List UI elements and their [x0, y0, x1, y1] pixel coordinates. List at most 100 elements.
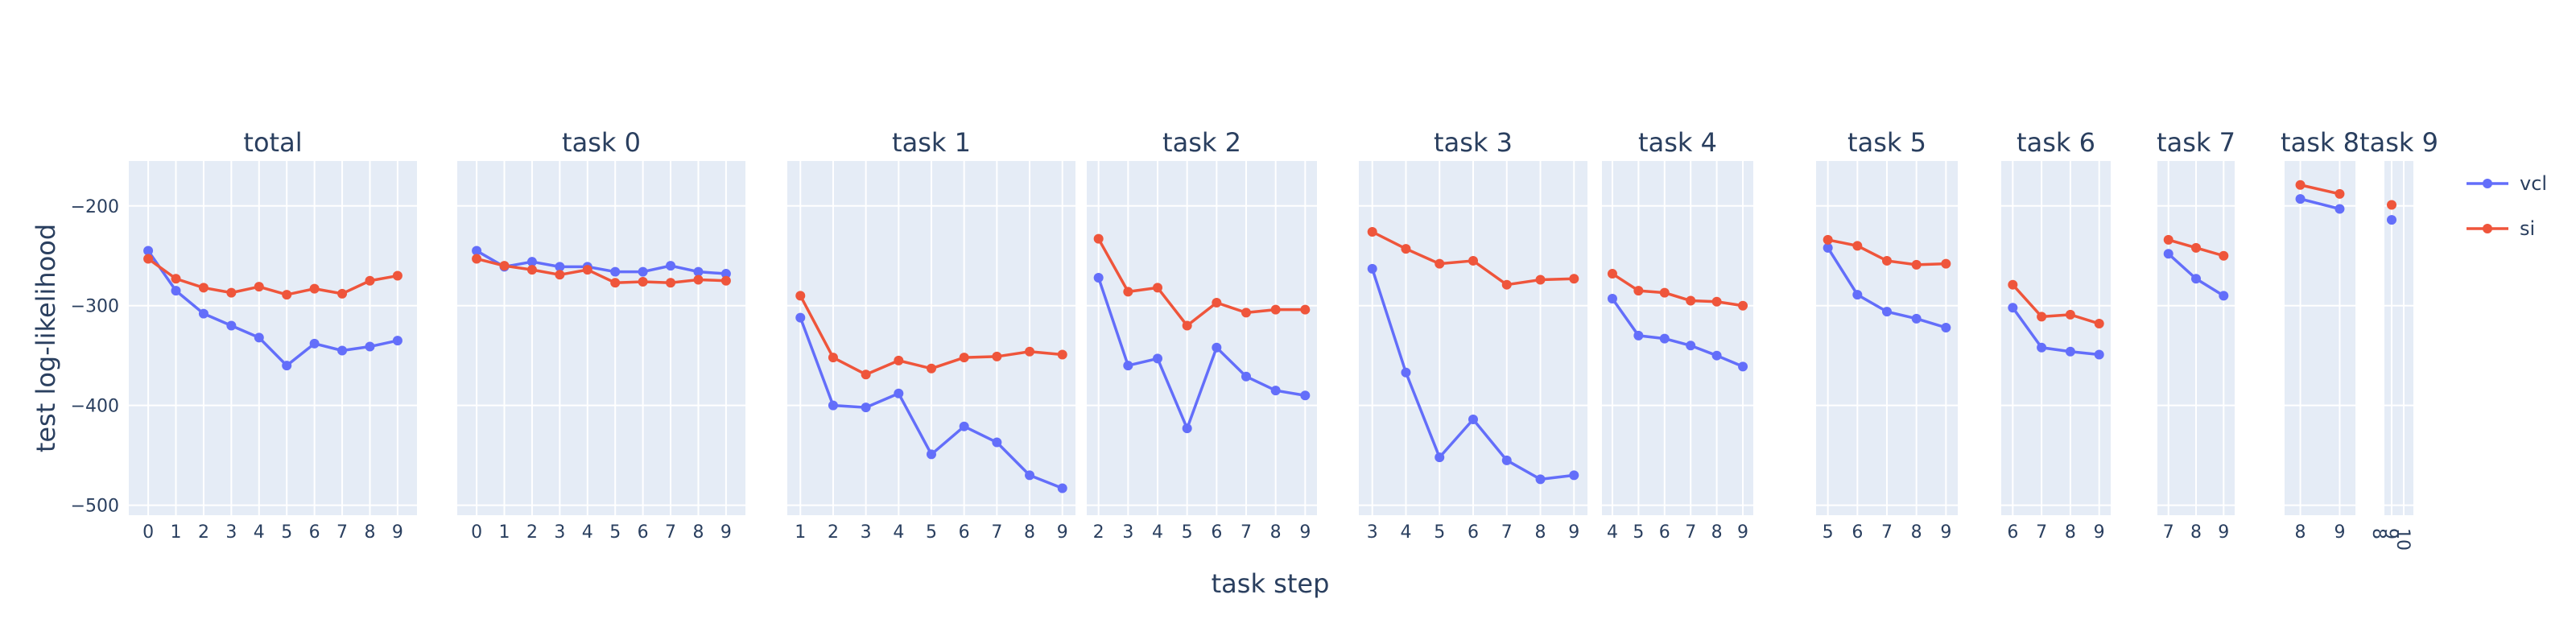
- data-point-si[interactable]: [198, 283, 208, 293]
- data-point-si[interactable]: [1153, 283, 1162, 293]
- data-point-si[interactable]: [2163, 234, 2174, 245]
- data-point-vcl[interactable]: [2334, 204, 2345, 214]
- data-point-vcl[interactable]: [828, 400, 838, 411]
- data-point-si[interactable]: [992, 351, 1002, 361]
- data-point-si[interactable]: [1093, 233, 1104, 244]
- data-point-si[interactable]: [2008, 279, 2018, 290]
- data-point-vcl[interactable]: [2387, 215, 2396, 225]
- data-point-vcl[interactable]: [861, 402, 871, 413]
- data-point-si[interactable]: [2387, 200, 2396, 210]
- data-point-si[interactable]: [1633, 286, 1644, 296]
- data-point-vcl[interactable]: [226, 320, 237, 331]
- data-point-vcl[interactable]: [2094, 349, 2104, 360]
- data-point-si[interactable]: [1501, 279, 1512, 290]
- data-point-vcl[interactable]: [1241, 371, 1251, 382]
- data-point-si[interactable]: [282, 290, 292, 300]
- data-point-vcl[interactable]: [610, 266, 621, 277]
- data-point-si[interactable]: [2295, 180, 2306, 190]
- data-point-si[interactable]: [2065, 309, 2075, 320]
- data-point-vcl[interactable]: [1633, 330, 1644, 341]
- data-point-vcl[interactable]: [1659, 333, 1670, 344]
- data-point-vcl[interactable]: [666, 261, 676, 271]
- data-point-si[interactable]: [2334, 188, 2345, 199]
- data-point-si[interactable]: [828, 353, 838, 363]
- data-point-vcl[interactable]: [1401, 367, 1411, 378]
- data-point-si[interactable]: [959, 353, 969, 363]
- data-point-vcl[interactable]: [365, 341, 375, 352]
- data-point-vcl[interactable]: [795, 312, 806, 323]
- data-point-vcl[interactable]: [1941, 322, 1951, 332]
- data-point-si[interactable]: [1270, 304, 1281, 315]
- data-point-si[interactable]: [309, 283, 320, 294]
- data-point-vcl[interactable]: [894, 388, 904, 398]
- data-point-si[interactable]: [1535, 275, 1546, 285]
- data-point-si[interactable]: [226, 287, 237, 298]
- data-point-vcl[interactable]: [638, 266, 648, 277]
- data-point-vcl[interactable]: [1025, 470, 1035, 481]
- legend-item-si[interactable]: si: [2467, 217, 2535, 240]
- data-point-vcl[interactable]: [337, 345, 348, 356]
- data-point-vcl[interactable]: [1569, 470, 1579, 481]
- data-point-si[interactable]: [638, 276, 648, 287]
- data-point-vcl[interactable]: [282, 361, 292, 371]
- data-point-si[interactable]: [1941, 258, 1951, 269]
- data-point-si[interactable]: [861, 369, 871, 380]
- data-point-vcl[interactable]: [1367, 263, 1377, 274]
- data-point-si[interactable]: [1659, 287, 1670, 298]
- data-point-vcl[interactable]: [392, 336, 402, 346]
- data-point-si[interactable]: [1212, 298, 1222, 308]
- data-point-vcl[interactable]: [2191, 274, 2201, 284]
- data-point-vcl[interactable]: [1182, 423, 1192, 434]
- data-point-vcl[interactable]: [472, 246, 482, 256]
- data-point-vcl[interactable]: [1711, 350, 1722, 361]
- data-point-vcl[interactable]: [254, 332, 264, 343]
- data-point-vcl[interactable]: [1501, 455, 1512, 465]
- data-point-vcl[interactable]: [1852, 290, 1863, 300]
- data-point-vcl[interactable]: [1093, 273, 1104, 283]
- data-point-si[interactable]: [472, 254, 482, 264]
- data-point-si[interactable]: [1607, 269, 1617, 279]
- data-point-vcl[interactable]: [959, 421, 969, 431]
- data-point-si[interactable]: [1367, 227, 1377, 237]
- data-point-vcl[interactable]: [171, 286, 181, 296]
- data-point-vcl[interactable]: [1123, 361, 1133, 371]
- data-point-si[interactable]: [927, 363, 936, 374]
- data-point-vcl[interactable]: [309, 338, 320, 349]
- data-point-si[interactable]: [2219, 250, 2229, 261]
- data-point-si[interactable]: [1468, 255, 1478, 266]
- data-point-si[interactable]: [337, 288, 348, 299]
- data-point-si[interactable]: [2037, 312, 2047, 322]
- data-point-si[interactable]: [1025, 346, 1035, 357]
- data-point-vcl[interactable]: [927, 449, 936, 460]
- data-point-vcl[interactable]: [526, 257, 537, 267]
- data-point-si[interactable]: [1686, 295, 1696, 306]
- data-point-si[interactable]: [1300, 304, 1311, 315]
- data-point-si[interactable]: [365, 275, 375, 286]
- data-point-vcl[interactable]: [1535, 474, 1546, 485]
- data-point-vcl[interactable]: [1607, 294, 1617, 304]
- data-point-vcl[interactable]: [2295, 194, 2306, 204]
- data-point-vcl[interactable]: [1057, 483, 1067, 493]
- data-point-si[interactable]: [582, 265, 592, 275]
- legend[interactable]: vcl si: [2467, 172, 2547, 240]
- data-point-si[interactable]: [1911, 259, 1922, 270]
- data-point-vcl[interactable]: [720, 269, 731, 279]
- data-point-vcl[interactable]: [143, 246, 154, 256]
- data-point-si[interactable]: [1123, 287, 1133, 297]
- data-point-vcl[interactable]: [198, 308, 208, 319]
- data-point-si[interactable]: [143, 254, 154, 264]
- data-point-si[interactable]: [171, 274, 181, 284]
- data-point-si[interactable]: [1823, 234, 1833, 245]
- data-point-vcl[interactable]: [2219, 291, 2229, 301]
- data-point-si[interactable]: [693, 275, 704, 285]
- data-point-vcl[interactable]: [1270, 386, 1281, 396]
- data-point-si[interactable]: [392, 270, 402, 281]
- data-point-vcl[interactable]: [1911, 313, 1922, 324]
- data-point-vcl[interactable]: [555, 262, 565, 272]
- data-point-si[interactable]: [1569, 274, 1579, 284]
- data-point-si[interactable]: [1738, 300, 1748, 311]
- data-point-si[interactable]: [2094, 319, 2104, 329]
- data-point-vcl[interactable]: [2037, 342, 2047, 353]
- data-point-vcl[interactable]: [992, 437, 1002, 448]
- data-point-si[interactable]: [555, 270, 565, 280]
